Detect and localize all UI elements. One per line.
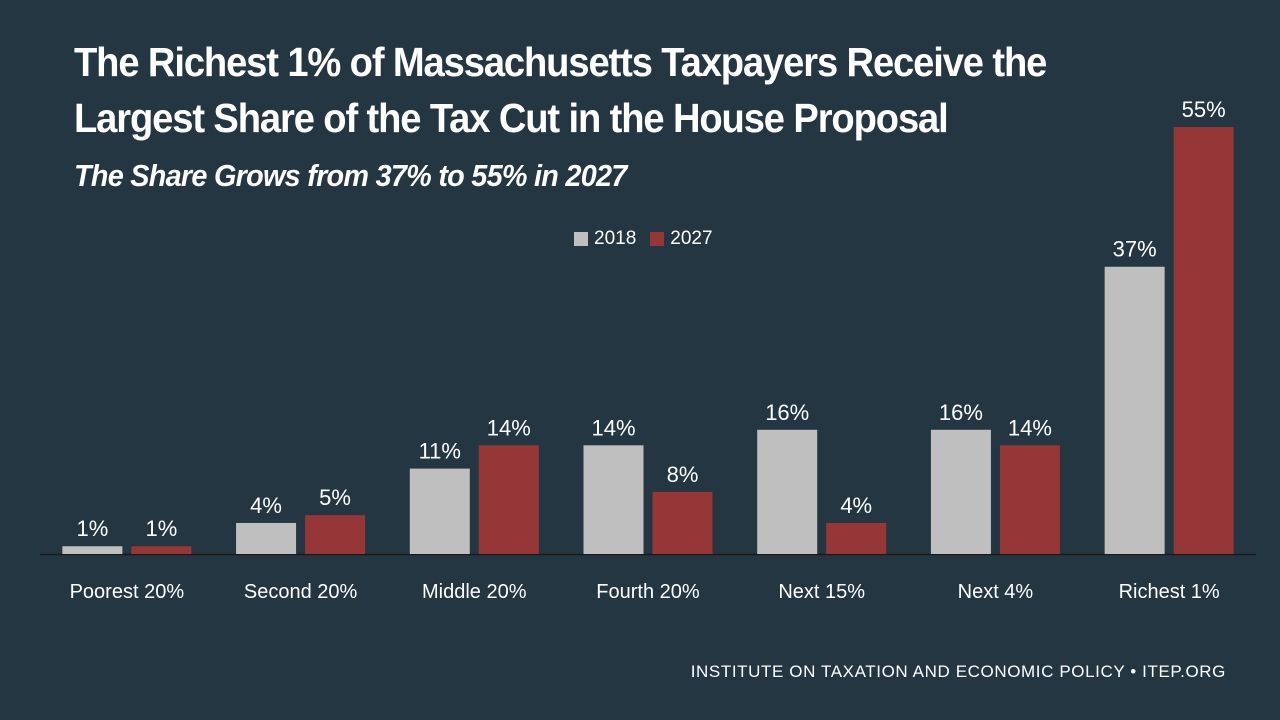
- data-label-2027-0: 1%: [145, 516, 177, 541]
- data-label-2018-2: 11%: [419, 439, 461, 464]
- bar-2027-3: [652, 491, 713, 554]
- legend-item-2027: 2027: [650, 228, 713, 250]
- data-label-2027-1: 5%: [319, 485, 351, 510]
- footer-source: INSTITUTE ON TAXATION AND ECONOMIC POLIC…: [690, 662, 1226, 681]
- bar-2018-1: [236, 522, 297, 554]
- bar-2027-1: [305, 515, 366, 554]
- x-tick-label-1: Second 20%: [244, 581, 358, 603]
- data-label-2018-0: 1%: [76, 516, 108, 541]
- x-tick-label-2: Middle 20%: [422, 581, 527, 603]
- x-tick-label-0: Poorest 20%: [70, 581, 185, 603]
- bar-2018-0: [62, 546, 123, 554]
- x-tick-label-4: Next 15%: [778, 581, 865, 603]
- data-label-2027-5: 14%: [1008, 415, 1052, 440]
- data-label-2018-5: 16%: [939, 400, 983, 425]
- bar-2018-5: [930, 429, 991, 554]
- data-label-2027-2: 14%: [487, 415, 531, 440]
- legend: 2018 2027: [574, 228, 713, 250]
- legend-label-2018: 2018: [594, 228, 637, 249]
- bar-2027-0: [131, 546, 192, 554]
- bar-2027-6: [1173, 127, 1234, 554]
- chart-subtitle: The Share Grows from 37% to 55% in 2027: [74, 158, 627, 193]
- bar-2018-3: [583, 445, 644, 554]
- bar-2018-6: [1104, 266, 1165, 554]
- data-label-2027-6: 55%: [1182, 97, 1226, 122]
- data-label-2027-3: 8%: [667, 462, 699, 487]
- x-tick-label-5: Next 4%: [958, 581, 1034, 603]
- legend-swatch-2018: [574, 232, 588, 246]
- chart-title: The Richest 1% of Massachusetts Taxpayer…: [74, 39, 1047, 141]
- legend-label-2027: 2027: [670, 228, 713, 249]
- bar-2027-5: [999, 445, 1060, 554]
- bar-2027-4: [826, 522, 887, 554]
- bar-2027-2: [478, 445, 539, 554]
- x-tick-label-6: Richest 1%: [1119, 581, 1220, 603]
- bar-2018-4: [757, 429, 818, 554]
- data-label-2018-1: 4%: [250, 493, 282, 518]
- legend-item-2018: 2018: [574, 228, 636, 250]
- data-label-2018-3: 14%: [591, 415, 635, 440]
- bar-2018-2: [409, 468, 470, 554]
- data-label-2018-4: 16%: [765, 400, 809, 425]
- data-label-2018-6: 37%: [1113, 237, 1157, 262]
- legend-swatch-2027: [650, 232, 665, 246]
- x-tick-label-3: Fourth 20%: [596, 581, 700, 603]
- data-label-2027-4: 4%: [840, 493, 872, 518]
